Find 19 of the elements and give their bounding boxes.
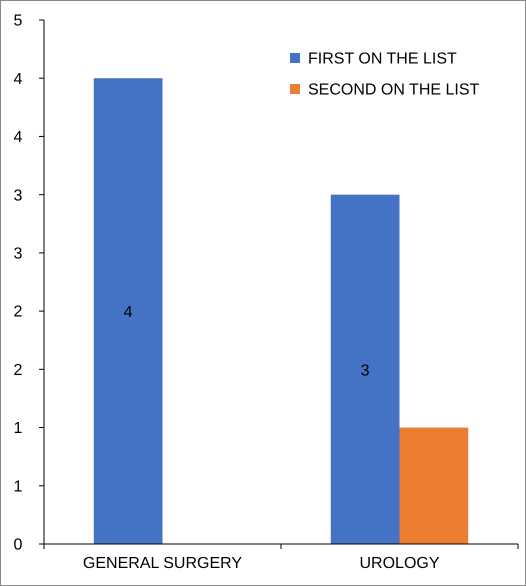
y-tick-label: 0 xyxy=(14,536,23,554)
y-tick-label: 2 xyxy=(14,362,23,379)
y-tick-label: 3 xyxy=(14,245,23,262)
legend-label: SECOND ON THE LIST xyxy=(308,82,480,99)
y-tick-label: 5 xyxy=(14,12,23,30)
y-tick-label: 1 xyxy=(14,478,23,496)
bar xyxy=(94,78,162,544)
y-tick-label: 1 xyxy=(14,420,23,438)
y-tick-label: 4 xyxy=(14,70,23,88)
legend-label: FIRST ON THE LIST xyxy=(308,50,457,68)
x-tick-label: GENERAL SURGERY xyxy=(82,555,242,572)
x-tick-label: UROLOGY xyxy=(359,555,440,572)
bar xyxy=(330,194,400,544)
y-tick-label: 2 xyxy=(14,304,23,321)
y-tick-label: 4 xyxy=(14,129,23,146)
data-label: 4 xyxy=(124,304,133,322)
y-tick-label: 3 xyxy=(14,187,23,204)
bar xyxy=(400,428,468,544)
data-label: 3 xyxy=(360,362,370,380)
